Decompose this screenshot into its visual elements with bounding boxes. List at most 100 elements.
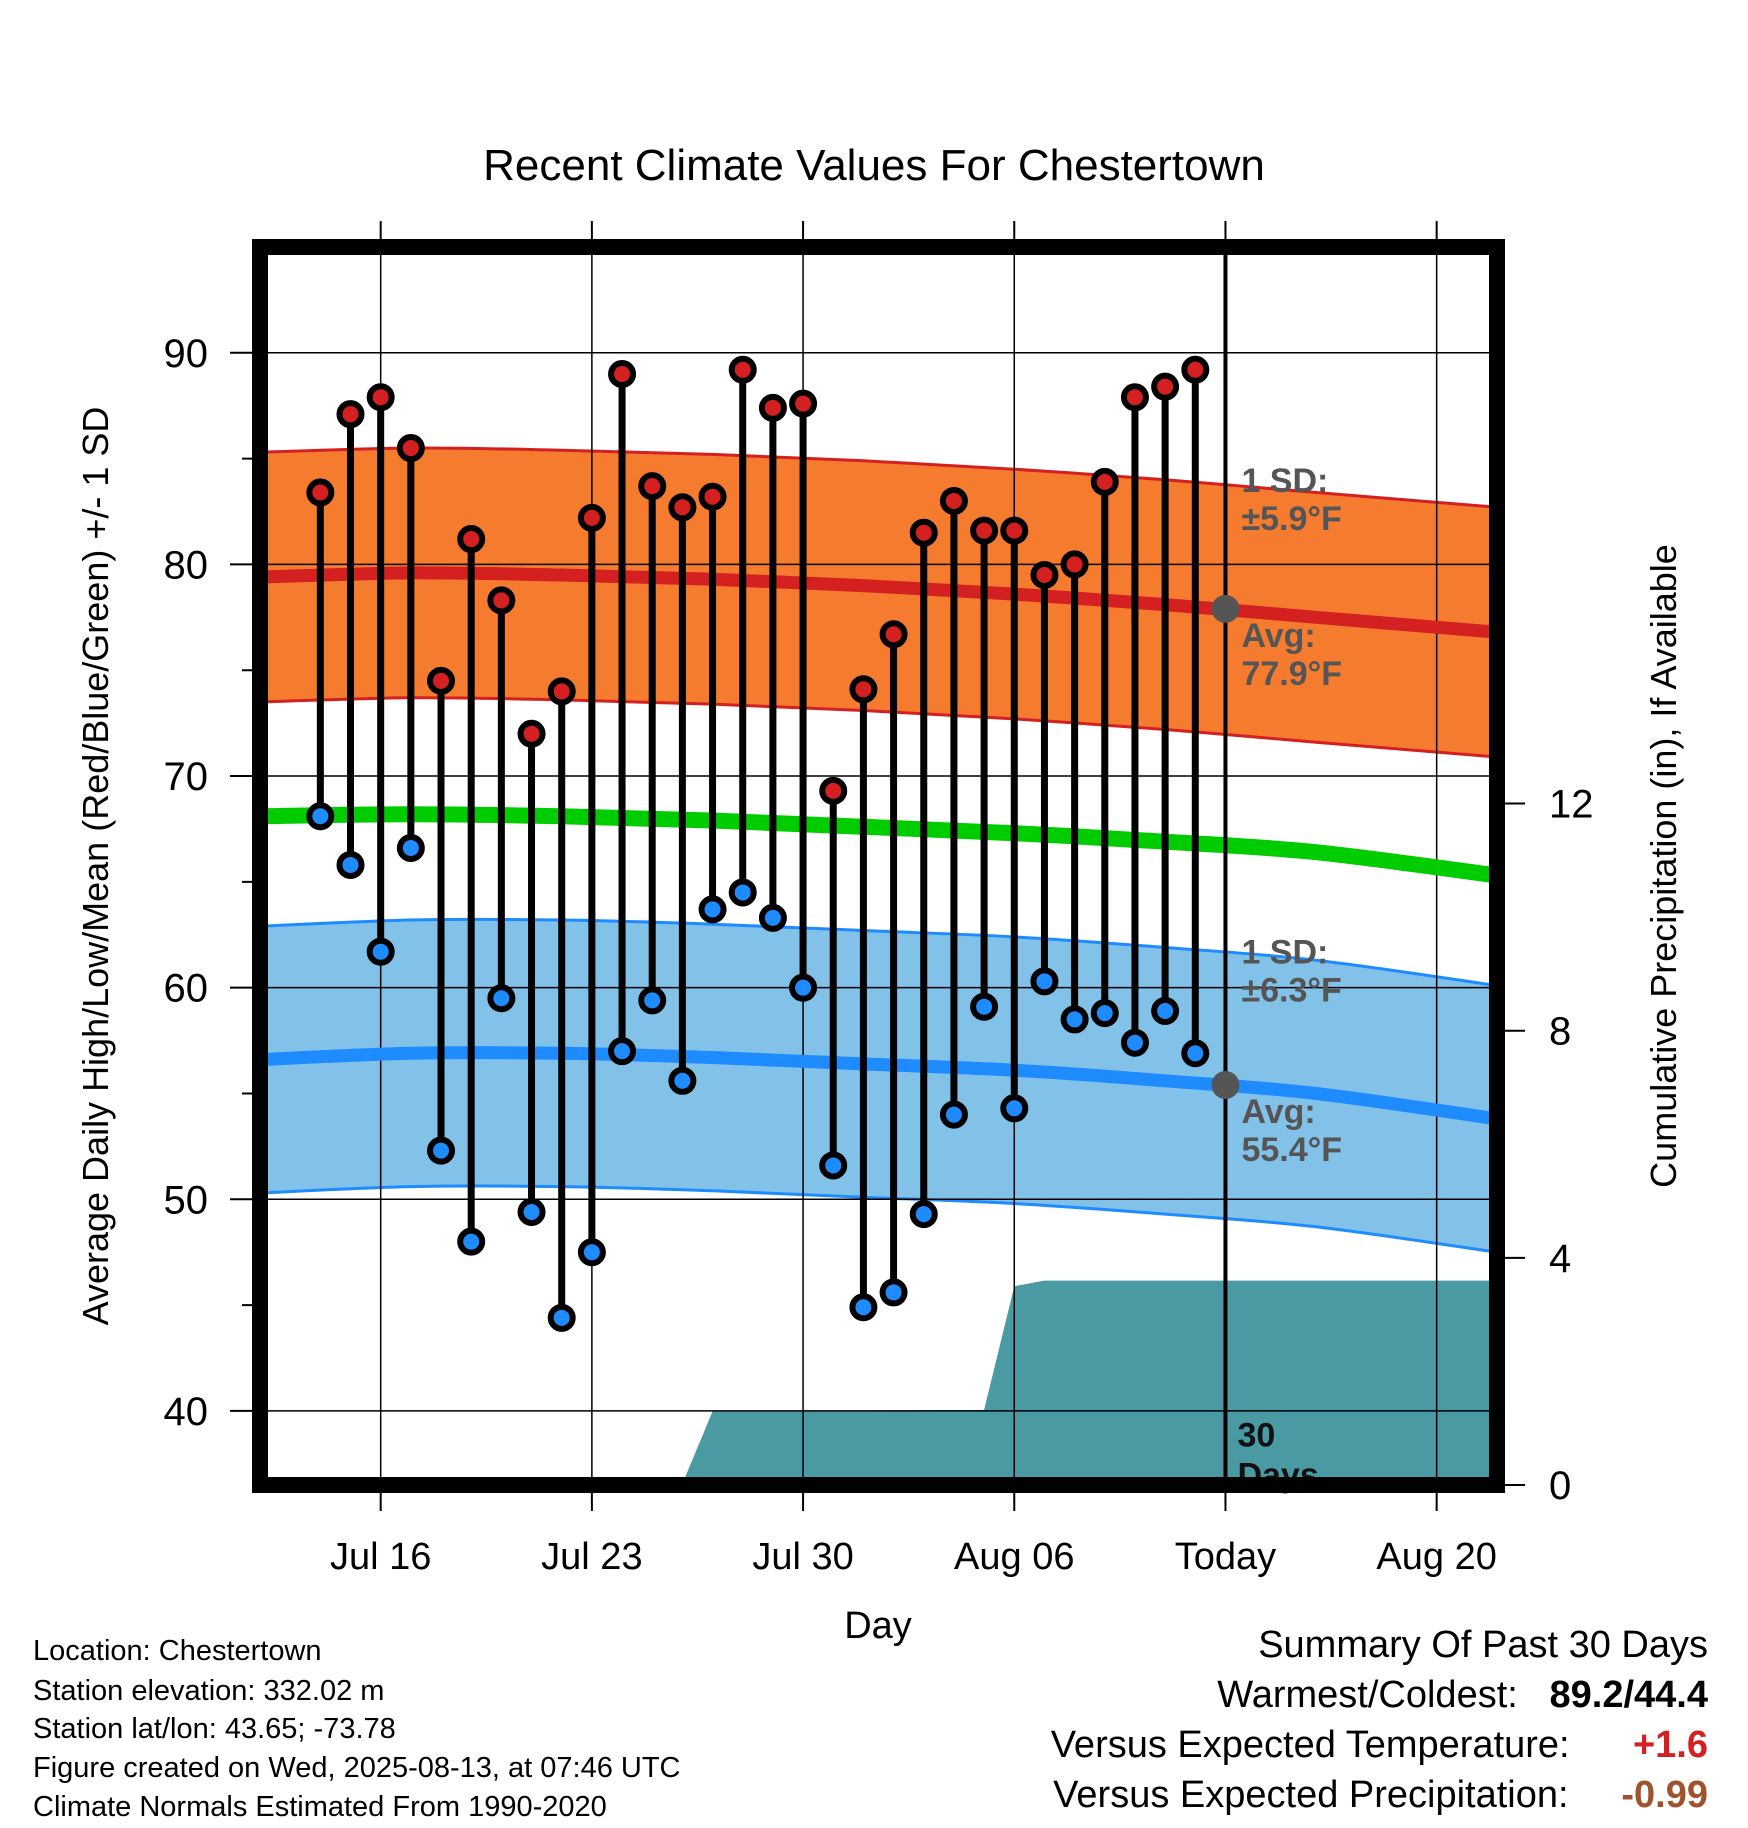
low-point-2025-07-19 [457, 1227, 486, 1256]
high-point-2025-07-22 [547, 677, 576, 706]
daily-range-stems [316, 369, 1199, 1318]
x-tick-label-2025-08-13: Today [1175, 1536, 1276, 1578]
high-point-2025-07-14 [306, 478, 335, 507]
high-point-2025-07-30 [789, 389, 818, 418]
low-normal-band [260, 919, 1497, 1253]
daily-points [306, 355, 1210, 1332]
low-point-2025-08-07 [1030, 967, 1059, 996]
y-tick-label-80: 80 [164, 543, 209, 587]
y-tick-label-90: 90 [164, 332, 209, 376]
x-axis-label: Day [844, 1605, 912, 1647]
high-point-2025-07-31 [819, 776, 848, 805]
y-axis-label: Average Daily High/Low/Mean (Red/Blue/Gr… [75, 407, 116, 1326]
x-tick-label-2025-07-16: Jul 16 [330, 1536, 431, 1578]
y-tick-label-70: 70 [164, 755, 209, 799]
high-point-2025-07-25 [638, 472, 667, 501]
low-point-2025-07-31 [819, 1151, 848, 1180]
low-point-2025-07-27 [698, 895, 727, 924]
low-point-2025-08-11 [1151, 996, 1180, 1025]
high-sd-label-1: 1 SD: [1241, 462, 1328, 500]
axes: 40 50 60 70 80 90 0 4 8 12 Jul 16 Jul 23 Jul 30 Aug 0… [164, 221, 1594, 1578]
summary-precip: Versus Expected Precipitation: -0.99 [1053, 1772, 1708, 1818]
mean-normal-line [259, 806, 1499, 884]
low-point-2025-08-02 [879, 1278, 908, 1307]
low-point-2025-08-06 [1000, 1094, 1029, 1123]
high-point-2025-07-16 [366, 383, 395, 412]
high-point-2025-08-10 [1120, 383, 1149, 412]
summary-warm-cold-value: 89.2/44.4 [1549, 1674, 1708, 1716]
summary-precip-label: Versus Expected Precipitation: [1053, 1774, 1569, 1816]
low-point-2025-07-28 [728, 878, 757, 907]
high-point-2025-07-29 [758, 393, 787, 422]
high-point-2025-07-26 [668, 493, 697, 522]
low-point-2025-07-17 [396, 834, 425, 863]
y2-tick-label-12: 12 [1549, 783, 1594, 827]
low-sd-label-2: ±6.3°F [1241, 971, 1341, 1009]
high-point-2025-07-21 [517, 719, 546, 748]
high-point-2025-07-28 [728, 355, 757, 384]
summary-warm-cold-label: Warmest/Coldest: [1217, 1674, 1518, 1716]
low-point-2025-07-18 [427, 1136, 456, 1165]
low-sd-label-1: 1 SD: [1241, 933, 1328, 971]
info-created: Figure created on Wed, 2025-08-13, at 07… [33, 1752, 681, 1784]
high-point-2025-07-27 [698, 482, 727, 511]
high-point-2025-08-08 [1060, 550, 1089, 579]
chart-title: Recent Climate Values For Chestertown [483, 141, 1265, 190]
high-point-2025-08-12 [1181, 355, 1210, 384]
high-normal-line [259, 566, 1498, 639]
high-point-2025-07-23 [577, 503, 606, 532]
high-avg-label-2: 77.9°F [1241, 655, 1342, 693]
y2-tick-label-8: 8 [1549, 1010, 1571, 1054]
low-point-2025-08-01 [849, 1293, 878, 1322]
high-point-2025-08-07 [1030, 561, 1059, 590]
y-tick-label-50: 50 [164, 1178, 209, 1222]
summary-temp: Versus Expected Temperature: +1.6 [1051, 1722, 1708, 1768]
high-point-2025-08-06 [1000, 516, 1029, 545]
low-point-2025-07-24 [608, 1037, 637, 1066]
y2-tick-label-4: 4 [1549, 1237, 1571, 1281]
x-tick-label-2025-08-20: Aug 20 [1376, 1536, 1496, 1578]
low-point-2025-08-03 [909, 1200, 938, 1229]
low-point-2025-07-21 [517, 1198, 546, 1227]
low-point-2025-08-12 [1181, 1039, 1210, 1068]
low-point-2025-07-26 [668, 1066, 697, 1095]
high-point-2025-07-20 [487, 586, 516, 615]
low-point-2025-07-22 [547, 1303, 576, 1332]
high-point-2025-07-19 [457, 525, 486, 554]
summary-precip-value: -0.99 [1621, 1774, 1708, 1816]
y-tick-label-40: 40 [164, 1390, 209, 1434]
low-point-2025-07-16 [366, 937, 395, 966]
low-point-2025-07-25 [638, 986, 667, 1015]
low-avg-label-1: Avg: [1241, 1093, 1315, 1131]
precipitation-area [260, 1280, 1497, 1485]
high-avg-label-1: Avg: [1241, 617, 1315, 655]
x-tick-label-2025-08-06: Aug 06 [954, 1536, 1074, 1578]
low-point-2025-08-09 [1090, 999, 1119, 1028]
high-point-2025-07-15 [336, 400, 365, 429]
x-tick-label-2025-07-23: Jul 23 [541, 1536, 642, 1578]
x-tick-label-2025-07-30: Jul 30 [752, 1536, 853, 1578]
low-point-2025-08-10 [1120, 1028, 1149, 1057]
low-point-2025-07-23 [577, 1238, 606, 1267]
info-location: Location: Chestertown [33, 1635, 322, 1667]
low-point-2025-07-15 [336, 850, 365, 879]
info-normals: Climate Normals Estimated From 1990-2020 [33, 1791, 607, 1823]
summary-title: Summary Of Past 30 Days [1258, 1624, 1708, 1666]
high-point-2025-07-24 [608, 359, 637, 388]
high-point-2025-08-04 [939, 486, 968, 515]
high-point-2025-08-05 [970, 516, 999, 545]
low-point-2025-07-30 [789, 973, 818, 1002]
summary-temp-value: +1.6 [1632, 1724, 1708, 1766]
low-avg-label-2: 55.4°F [1241, 1131, 1342, 1169]
high-sd-label-2: ±5.9°F [1241, 500, 1341, 538]
summary-warm-cold: Warmest/Coldest: 89.2/44.4 [1217, 1672, 1708, 1718]
low-point-2025-07-20 [487, 984, 516, 1013]
high-point-2025-08-09 [1090, 467, 1119, 496]
high-point-2025-07-18 [427, 666, 456, 695]
info-elevation: Station elevation: 332.02 m [33, 1675, 385, 1707]
summary-temp-label: Versus Expected Temperature: [1050, 1724, 1570, 1766]
low-point-2025-07-29 [758, 903, 787, 932]
low-point-2025-08-04 [939, 1100, 968, 1129]
